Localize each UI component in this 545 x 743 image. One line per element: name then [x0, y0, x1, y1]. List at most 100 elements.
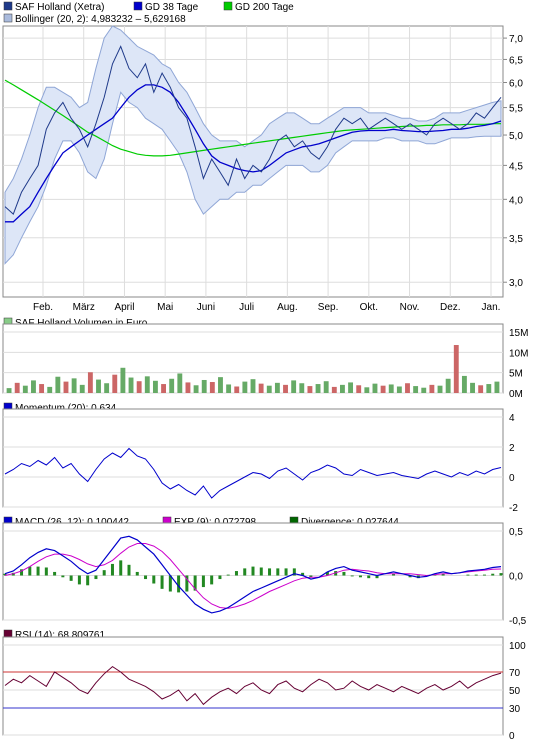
volume-bar [283, 384, 288, 393]
divergence-bar [94, 575, 98, 580]
volume-bar [120, 367, 126, 393]
volume-bar [96, 379, 101, 393]
x-tick-label: März [73, 302, 95, 313]
divergence-bar [119, 560, 123, 576]
divergence-bar [276, 568, 280, 576]
momentum-y-tick-label: -2 [509, 503, 518, 514]
volume-bar [71, 378, 77, 393]
divergence-bar [342, 571, 346, 576]
volume-bar [152, 380, 158, 393]
volume-bar [413, 386, 419, 393]
x-tick-label: Feb. [33, 302, 53, 313]
volume-bar [128, 377, 134, 393]
exp-line [4, 543, 502, 609]
divergence-bar [350, 575, 354, 577]
rsi-y-tick-label: 30 [509, 704, 521, 715]
legend-label: GD 38 Tage [145, 2, 199, 13]
volume-bar [112, 374, 118, 393]
volume-bar [47, 386, 53, 393]
divergence-bar [226, 574, 230, 576]
price-y-tick-label: 5,5 [509, 104, 523, 115]
divergence-bar [135, 571, 139, 576]
volume-bar [209, 382, 215, 393]
volume-bar [136, 381, 142, 393]
rsi-y-tick-label: 50 [509, 686, 521, 697]
volume-bar [218, 377, 223, 393]
volume-bar [161, 384, 166, 393]
divergence-bar [69, 575, 73, 581]
momentum-panel-frame [2, 408, 504, 508]
volume-bar [445, 378, 451, 393]
legend-swatch [223, 1, 233, 11]
legend-label: SAF Holland (Xetra) [15, 2, 104, 13]
volume-bar [372, 383, 378, 393]
divergence-bar [185, 575, 189, 592]
volume-bar [6, 388, 12, 393]
volume-bar [453, 345, 459, 393]
divergence-bar [284, 568, 288, 576]
momentum-y-tick-label: 4 [509, 413, 515, 424]
rsi-y-tick-label: 70 [509, 668, 521, 679]
volume-bar [291, 380, 297, 393]
volume-bar [87, 372, 93, 393]
macd-y-tick-label: 0,0 [509, 572, 523, 583]
divergence-bar [177, 575, 181, 593]
divergence-bar [499, 573, 503, 576]
divergence-bar [144, 575, 148, 580]
divergence-bar [375, 575, 379, 579]
volume-bar [396, 386, 402, 393]
divergence-bar [210, 575, 214, 585]
divergence-bar [243, 568, 247, 576]
divergence-bar [110, 563, 114, 576]
volume-bar [494, 381, 500, 393]
volume-bar [242, 381, 248, 393]
bollinger-band [4, 25, 502, 265]
divergence-bar [36, 566, 40, 576]
volume-bar [250, 379, 256, 393]
divergence-bar [474, 574, 478, 576]
price-y-tick-label: 6,0 [509, 79, 523, 90]
volume-bar [429, 384, 435, 393]
volume-bar [405, 383, 410, 393]
x-tick-label: Aug. [277, 302, 298, 313]
volume-bar [79, 384, 85, 393]
volume-bar [299, 383, 305, 393]
volume-bar [201, 379, 207, 393]
x-tick-label: Jan. [482, 302, 501, 313]
price-y-tick-label: 4,5 [509, 161, 523, 172]
price-line [4, 45, 502, 215]
divergence-bar [152, 575, 156, 584]
legend-label: Bollinger (20, 2): 4,983232 – 5,629168 [15, 14, 186, 25]
x-tick-label: Juni [197, 302, 215, 313]
volume-bar [39, 384, 45, 393]
macd-line [4, 535, 502, 614]
rsi-panel-frame [2, 636, 504, 736]
volume-bar [461, 375, 467, 393]
volume-bar [421, 387, 427, 393]
volume-y-tick-label: 0M [509, 389, 523, 400]
divergence-bar [367, 575, 371, 579]
gd200-line [4, 79, 501, 157]
divergence-bar [358, 575, 362, 578]
legend-label: RSI (14): 68,809761 [15, 630, 105, 641]
divergence-bar [466, 574, 470, 576]
divergence-bar [28, 566, 32, 576]
macd-y-tick-label: -0,5 [509, 616, 527, 627]
divergence-bar [77, 575, 81, 585]
divergence-bar [325, 571, 329, 576]
divergence-bar [259, 567, 263, 576]
volume-bar [348, 382, 354, 393]
momentum-line [4, 447, 502, 499]
volume-bar [144, 376, 150, 393]
volume-bar [486, 384, 492, 393]
volume-bar [437, 385, 443, 393]
volume-bar [177, 373, 183, 393]
divergence-bar [61, 575, 65, 578]
volume-y-tick-label: 5M [509, 369, 523, 380]
divergence-bar [268, 568, 272, 576]
volume-bar [104, 383, 110, 393]
rsi-y-tick-label: 0 [509, 731, 515, 742]
volume-bar [226, 384, 232, 393]
divergence-bar [3, 573, 7, 576]
volume-bar [22, 385, 28, 393]
